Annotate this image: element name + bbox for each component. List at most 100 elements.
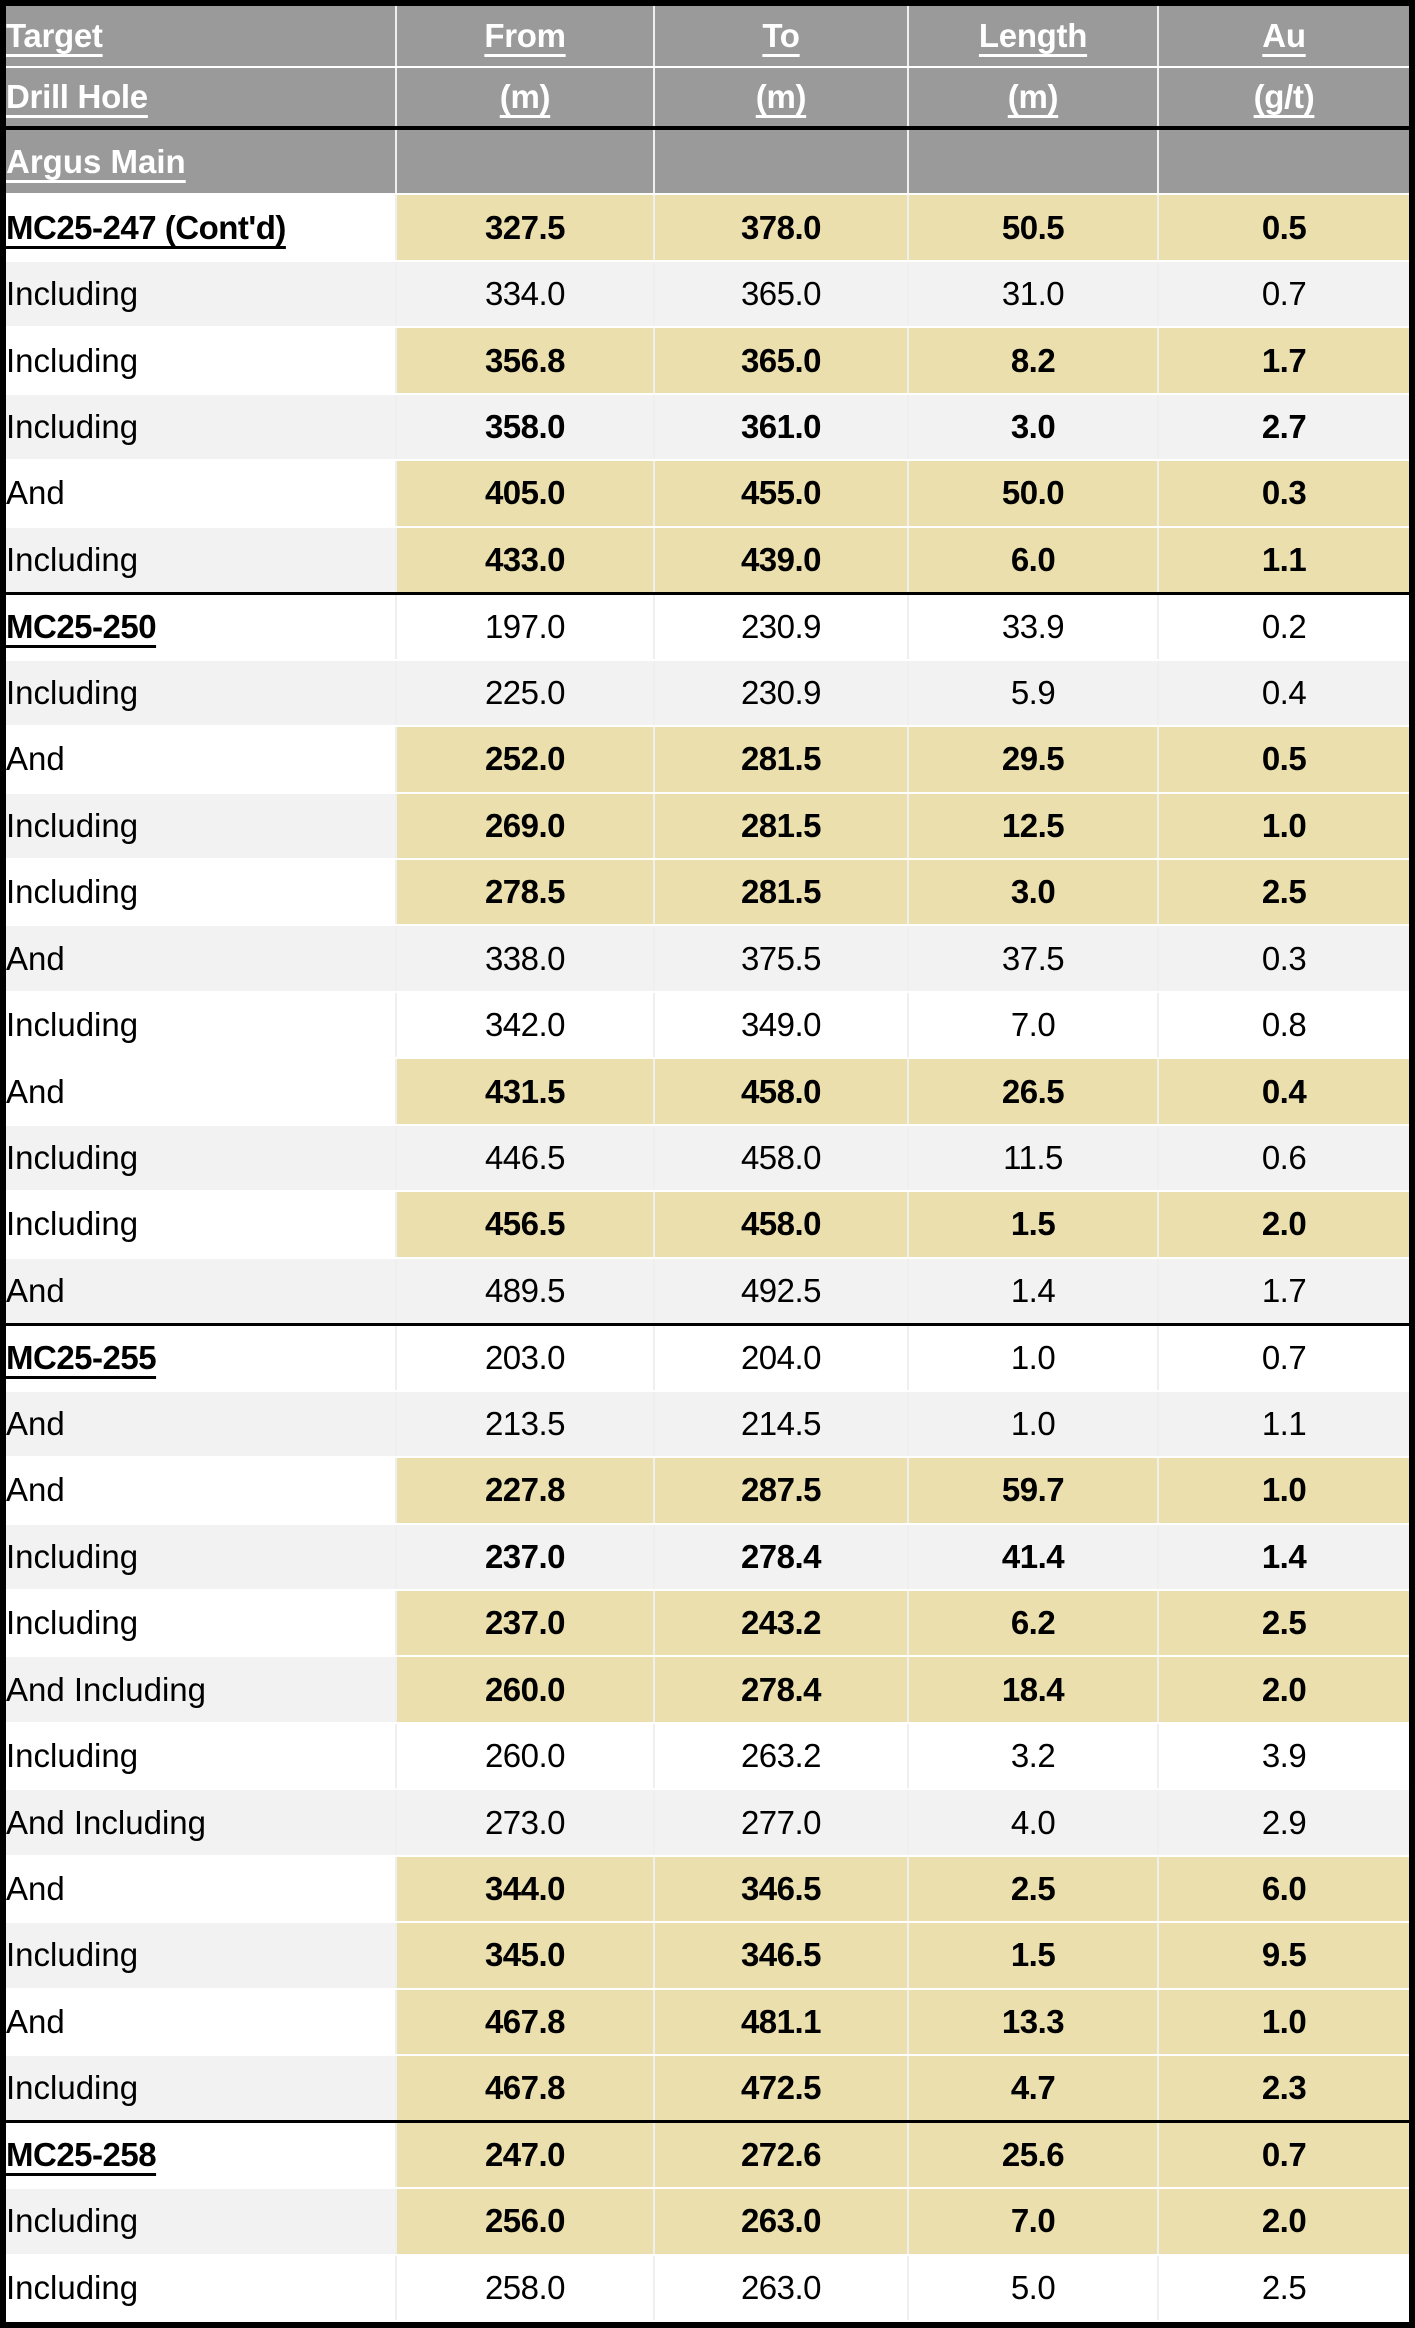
- table-row: And 338.0 375.5 37.5 0.3: [6, 925, 1409, 993]
- to-cell: 375.5: [654, 925, 909, 993]
- au-cell: 2.3: [1158, 2055, 1409, 2123]
- hole-label-cell: Including: [6, 2188, 397, 2256]
- table-row: Including 356.8 365.0 8.2 1.7: [6, 327, 1409, 395]
- length-cell: 1.5: [908, 1922, 1159, 1990]
- to-cell: 365.0: [654, 260, 909, 329]
- length-cell: 8.2: [908, 327, 1159, 395]
- au-cell: 0.4: [1158, 659, 1409, 728]
- to-cell: 263.0: [654, 2254, 909, 2322]
- au-cell: 1.1: [1158, 526, 1409, 595]
- au-cell: 1.7: [1158, 1257, 1409, 1326]
- au-cell: 9.5: [1158, 1922, 1409, 1990]
- interval-qualifier-label: And: [6, 740, 65, 778]
- from-cell: 197.0: [396, 591, 655, 661]
- from-cell: 247.0: [396, 2120, 655, 2190]
- table-row: Including 433.0 439.0 6.0 1.1: [6, 526, 1409, 595]
- from-cell: 489.5: [396, 1257, 655, 1326]
- length-cell: 1.0: [908, 1390, 1159, 1459]
- hole-label-cell: Including: [6, 858, 397, 927]
- to-cell: 492.5: [654, 1257, 909, 1326]
- header-label-target: Target: [6, 17, 103, 54]
- from-cell: 356.8: [396, 327, 655, 395]
- interval-qualifier-label: And: [6, 1870, 65, 1907]
- hole-name-label: MC25-247 (Cont'd): [6, 208, 286, 246]
- table-row: Including 467.8 472.5 4.7 2.3: [6, 2055, 1409, 2123]
- interval-qualifier-label: And Including: [6, 1670, 206, 1708]
- hole-label-cell: And: [6, 726, 397, 794]
- header-label-from-unit: (m): [499, 78, 551, 115]
- table-row: Including 269.0 281.5 12.5 1.0: [6, 792, 1409, 860]
- length-cell: 2.5: [908, 1855, 1159, 1924]
- hole-label-cell: And: [6, 1257, 397, 1326]
- header-label-length-unit: (m): [1007, 78, 1059, 115]
- length-cell: 6.2: [908, 1589, 1159, 1658]
- from-cell: 252.0: [396, 726, 655, 794]
- to-cell: 287.5: [654, 1457, 909, 1525]
- hole-label-cell: Including: [6, 327, 397, 395]
- section-empty-cell: [1158, 128, 1409, 196]
- hole-label-cell: Including: [6, 2055, 397, 2123]
- hole-label-cell: Including: [6, 1589, 397, 1658]
- length-cell: 59.7: [908, 1457, 1159, 1525]
- hole-label-cell: And: [6, 1457, 397, 1525]
- from-cell: 260.0: [396, 1722, 655, 1791]
- from-cell: 358.0: [396, 393, 655, 462]
- hole-label-cell: And: [6, 1058, 397, 1126]
- au-cell: 1.0: [1158, 1457, 1409, 1525]
- length-cell: 31.0: [908, 260, 1159, 329]
- au-cell: 0.3: [1158, 460, 1409, 528]
- au-cell: 0.7: [1158, 2120, 1409, 2190]
- interval-qualifier-label: And: [6, 1271, 65, 1309]
- interval-qualifier-label: Including: [6, 2202, 139, 2240]
- hole-label-cell: Including: [6, 1922, 397, 1990]
- from-cell: 431.5: [396, 1058, 655, 1126]
- interval-qualifier-label: And: [6, 1404, 65, 1442]
- hole-label-cell: Including: [6, 659, 397, 728]
- table-row: And 227.8 287.5 59.7 1.0: [6, 1457, 1409, 1525]
- to-cell: 349.0: [654, 991, 909, 1060]
- interval-qualifier-label: And: [6, 474, 65, 512]
- to-cell: 455.0: [654, 460, 909, 528]
- hole-label-cell: And Including: [6, 1789, 397, 1857]
- hole-label-cell: Including: [6, 1722, 397, 1791]
- table-row: MC25-255 203.0 204.0 1.0 0.7: [6, 1322, 1409, 1392]
- from-cell: 342.0: [396, 991, 655, 1060]
- table-row: Including 225.0 230.9 5.9 0.4: [6, 659, 1409, 728]
- from-cell: 467.8: [396, 1988, 655, 2057]
- from-cell: 344.0: [396, 1855, 655, 1924]
- header-label-from: From: [484, 17, 566, 54]
- hole-label-cell: MC25-258: [6, 2120, 397, 2190]
- au-cell: 2.5: [1158, 858, 1409, 927]
- table-row: Including 278.5 281.5 3.0 2.5: [6, 858, 1409, 927]
- to-cell: 230.9: [654, 591, 909, 661]
- to-cell: 458.0: [654, 1124, 909, 1193]
- interval-qualifier-label: And: [6, 1072, 65, 1110]
- interval-qualifier-label: And Including: [6, 1803, 206, 1841]
- from-cell: 237.0: [396, 1589, 655, 1658]
- hole-label-cell: Including: [6, 991, 397, 1060]
- header-cell-target: Target: [6, 6, 397, 68]
- hole-label-cell: Including: [6, 1124, 397, 1193]
- from-cell: 260.0: [396, 1656, 655, 1724]
- length-cell: 11.5: [908, 1124, 1159, 1193]
- to-cell: 439.0: [654, 526, 909, 595]
- to-cell: 281.5: [654, 792, 909, 860]
- interval-qualifier-label: Including: [6, 1537, 139, 1575]
- header-label-to-unit: (m): [755, 78, 807, 115]
- hole-label-cell: MC25-255: [6, 1322, 397, 1392]
- section-empty-cell: [908, 128, 1159, 196]
- length-cell: 25.6: [908, 2120, 1159, 2190]
- length-cell: 50.5: [908, 194, 1159, 262]
- hole-label-cell: Including: [6, 393, 397, 462]
- table-row: And 252.0 281.5 29.5 0.5: [6, 726, 1409, 794]
- interval-qualifier-label: And: [6, 2002, 65, 2040]
- table-row: And Including 260.0 278.4 18.4 2.0: [6, 1656, 1409, 1724]
- table-row: Including 334.0 365.0 31.0 0.7: [6, 260, 1409, 329]
- from-cell: 213.5: [396, 1390, 655, 1459]
- header-label-length: Length: [978, 17, 1088, 54]
- from-cell: 338.0: [396, 925, 655, 993]
- au-cell: 2.5: [1158, 1589, 1409, 1658]
- au-cell: 2.0: [1158, 1191, 1409, 1259]
